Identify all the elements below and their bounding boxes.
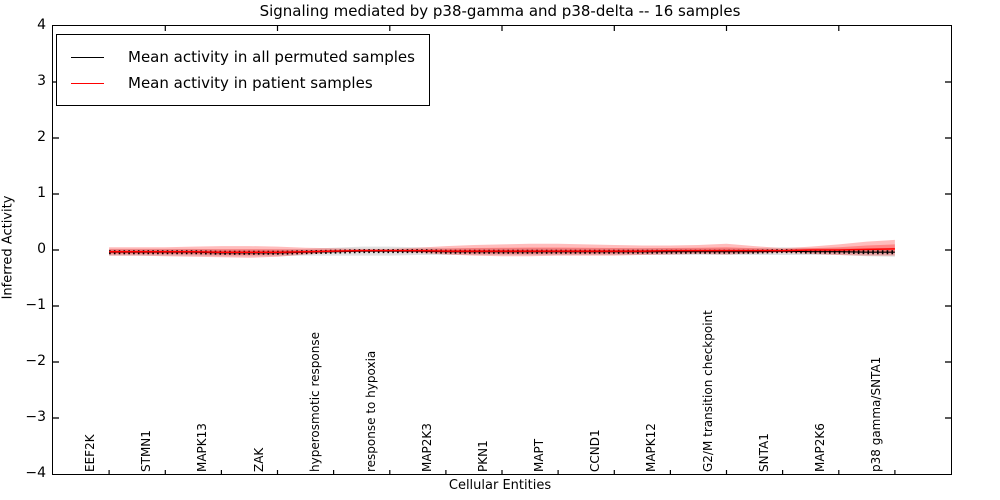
x-tick-label: SNTA1 [756, 433, 771, 472]
x-tick-label: CCND1 [588, 429, 603, 472]
plot-area: Mean activity in all permuted samples Me… [52, 25, 952, 475]
y-tick-label: 1 [37, 185, 46, 201]
legend-item-patient: Mean activity in patient samples [71, 70, 415, 96]
x-tick-label: MAPT [532, 438, 547, 472]
x-tick-label: p38 gamma/SNTA1 [868, 356, 883, 472]
legend: Mean activity in all permuted samples Me… [56, 34, 430, 106]
legend-item-permuted: Mean activity in all permuted samples [71, 44, 415, 70]
patient-line-sample-icon [71, 82, 104, 84]
y-axis-label: Inferred Activity [0, 195, 16, 300]
y-tick-label: 2 [37, 129, 46, 145]
y-tick-label: 3 [37, 73, 46, 89]
y-tick-label: −2 [25, 353, 46, 369]
y-tick-label: −3 [25, 409, 46, 425]
y-tick-label: −1 [25, 297, 46, 313]
x-tick-label: MAPK13 [195, 423, 210, 472]
patient-mean-line [109, 248, 895, 253]
x-tick-label: ZAK [251, 447, 266, 472]
x-tick-label: G2/M transition checkpoint [700, 310, 715, 472]
chart-title: Signaling mediated by p38-gamma and p38-… [259, 2, 741, 20]
x-tick-label: hyperosmotic response [307, 332, 322, 472]
plot-canvas [53, 26, 951, 474]
x-tick-label: EEF2K [83, 434, 98, 472]
x-tick-label: MAPK12 [644, 423, 659, 472]
x-tick-label: STMN1 [139, 430, 154, 472]
legend-label-permuted: Mean activity in all permuted samples [128, 48, 415, 66]
permuted-line-sample-icon [71, 56, 104, 58]
x-axis-label: Cellular Entities [448, 478, 552, 493]
y-tick-label: 4 [37, 17, 46, 33]
x-tick-label: response to hypoxia [363, 350, 378, 472]
legend-label-patient: Mean activity in patient samples [128, 74, 373, 92]
y-tick-label: 0 [37, 241, 46, 257]
patient-std-band [109, 239, 895, 258]
x-tick-label: PKN1 [476, 440, 490, 472]
x-tick-label: MAP2K3 [419, 423, 434, 472]
x-tick-label: MAP2K6 [812, 423, 827, 472]
y-tick-label: −4 [25, 465, 46, 481]
